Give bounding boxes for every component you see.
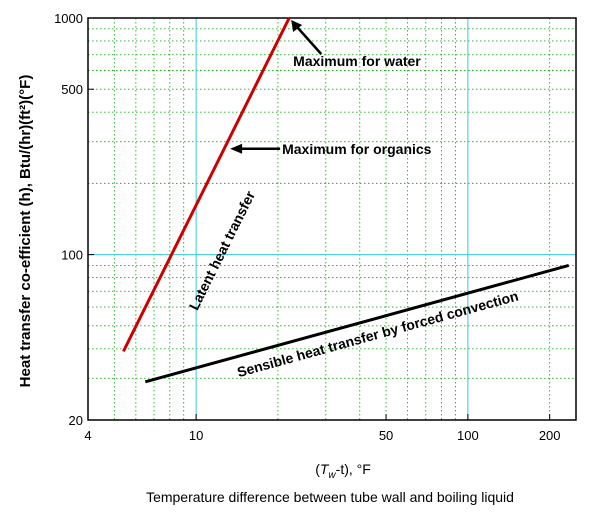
x-tick-label: 4: [84, 428, 91, 443]
chart-caption: Temperature difference between tube wall…: [146, 489, 514, 505]
y-tick-label: 500: [61, 82, 83, 97]
grid-minor: [88, 18, 576, 420]
annotation-layer: Maximum for water Maximum for organics: [230, 20, 432, 157]
plot-frame: [87, 17, 577, 421]
label-layer: Heat transfer co-efficient (h), Btu/(hr)…: [17, 75, 514, 505]
annotation-water: Maximum for water: [293, 53, 421, 69]
water-arrow-shaft: [295, 25, 323, 55]
annotation-organics: Maximum for organics: [282, 141, 432, 157]
plot-background: [88, 18, 576, 420]
latent-heat-line: [122, 17, 291, 353]
x-axis-label-prefix: (: [315, 461, 320, 477]
x-tick-label: 200: [539, 428, 561, 443]
x-tick-label: 10: [189, 428, 203, 443]
y-tick-label: 100: [61, 248, 83, 263]
y-tick-label: 20: [69, 413, 83, 428]
water-arrow-head: [291, 20, 303, 32]
y-axis-label: Heat transfer co-efficient (h), Btu/(hr)…: [17, 75, 34, 388]
x-axis-label-rest: -t), °F: [336, 461, 371, 477]
x-tick-label: 50: [379, 428, 393, 443]
x-tick-label: 100: [457, 428, 479, 443]
y-tick-label: 1000: [54, 11, 83, 26]
x-axis-label-var: T: [320, 461, 330, 477]
x-axis-label: (Tw-t), °F: [315, 461, 371, 481]
organics-arrow-head: [230, 143, 243, 154]
sensible-heat-line: [144, 263, 570, 384]
x-axis-label-sub: w: [328, 470, 336, 481]
axis-ticks: 4 10 50 100 200 20 100 500 1000: [54, 11, 560, 443]
grid-major: [88, 18, 576, 420]
